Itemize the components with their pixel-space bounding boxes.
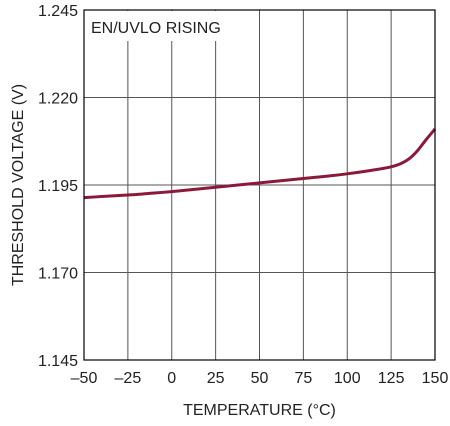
y-axis-label: THRESHOLD VOLTAGE (V): [10, 84, 27, 286]
y-tick-label: 1.195: [38, 178, 78, 195]
y-tick-label: 1.170: [38, 266, 78, 283]
x-tick-label: –25: [115, 370, 142, 387]
plot-frame: [83, 9, 436, 361]
x-tick-label: 25: [207, 370, 225, 387]
x-tick-label: 150: [422, 370, 449, 387]
x-tick-label: 75: [294, 370, 312, 387]
x-tick-label: 0: [167, 370, 176, 387]
annotation-label: EN/UVLO RISING: [91, 20, 221, 37]
y-tick-label: 1.145: [38, 353, 78, 370]
x-axis-label: TEMPERATURE (°C): [183, 402, 336, 419]
grid-lines: [84, 10, 435, 360]
y-tick-label: 1.245: [38, 3, 78, 20]
x-tick-label: –50: [71, 370, 98, 387]
annotation-background: [85, 11, 226, 41]
x-tick-label: 125: [378, 370, 405, 387]
series-layer: [83, 128, 437, 200]
x-tick-labels: –50 –25 0 25 50 75 100 125 150: [71, 370, 449, 387]
x-tick-label: 50: [251, 370, 269, 387]
x-tick-label: 100: [334, 370, 361, 387]
y-tick-labels: 1.145 1.170 1.195 1.220 1.245: [38, 3, 78, 370]
y-tick-label: 1.220: [38, 91, 78, 108]
series-line: [83, 128, 437, 200]
